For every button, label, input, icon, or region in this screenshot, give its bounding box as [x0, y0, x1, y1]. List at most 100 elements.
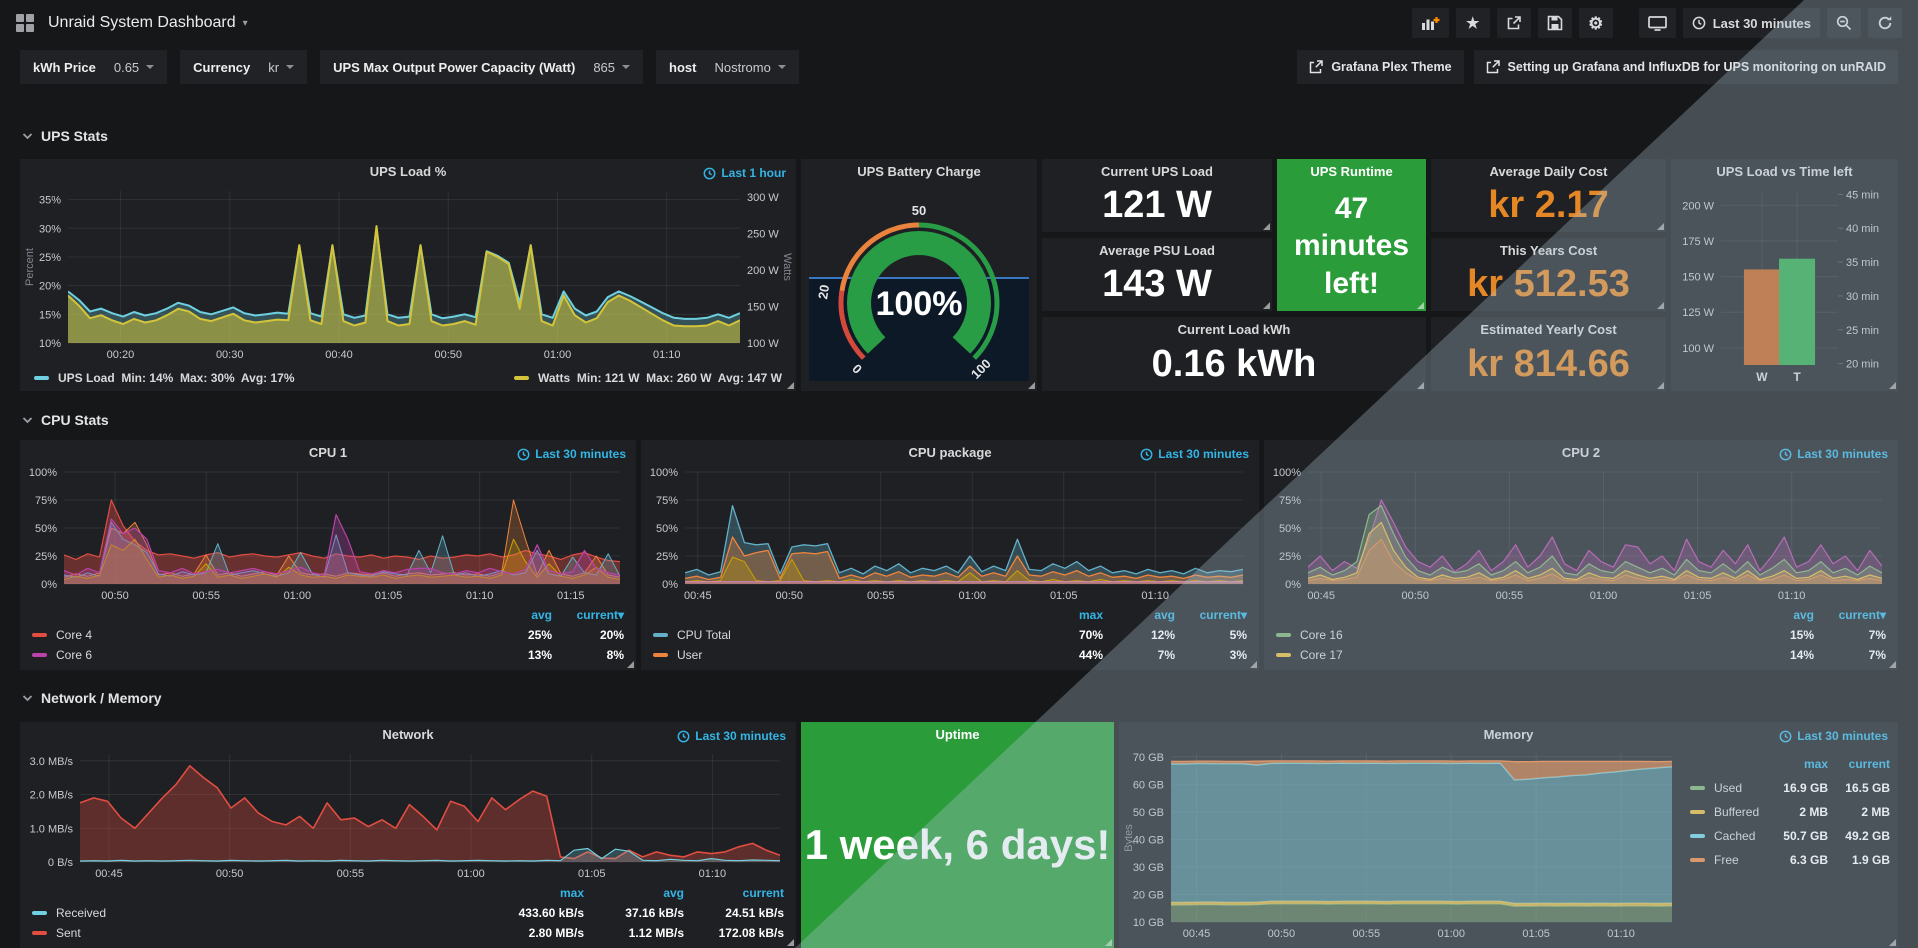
variable-host[interactable]: host Nostromo — [656, 50, 799, 84]
legend-sort-header[interactable]: max — [1803, 757, 1828, 771]
panel-resize-handle[interactable] — [1657, 302, 1664, 309]
panel-resize-handle[interactable] — [1417, 302, 1424, 309]
settings-button[interactable]: ⚙ — [1578, 8, 1613, 38]
chart-legend: max current Used 16.9 GB 16.5 GB Buffered 2 MB… — [1690, 752, 1890, 872]
svg-text:150 W: 150 W — [1682, 272, 1714, 284]
section-cpu-stats[interactable]: CPU Stats — [22, 412, 109, 428]
panel-resize-handle[interactable] — [1889, 382, 1896, 389]
panel-current-ups-load: Current UPS Load 121 W — [1042, 159, 1272, 232]
variable-currency[interactable]: Currency kr — [180, 50, 308, 84]
refresh-button[interactable] — [1868, 8, 1902, 38]
section-ups-stats[interactable]: UPS Stats — [22, 128, 108, 144]
legend-sort-header[interactable]: current▾ — [576, 608, 624, 622]
chevron-down-icon — [22, 417, 33, 424]
chevron-down-icon — [286, 65, 295, 69]
cpu1-chart: 00:50 00:55 01:00 01:05 01:10 01:15 100% 75% 50%… — [22, 464, 634, 604]
time-range-button[interactable]: Last 30 minutes — [1682, 8, 1820, 38]
legend-sort-header[interactable]: max — [1078, 608, 1103, 622]
legend-sort-header[interactable]: avg — [663, 886, 684, 900]
legend-series-toggle[interactable]: Buffered 2 MB 2 MB — [1690, 800, 1890, 824]
panel-title[interactable]: CPU package — [908, 445, 992, 460]
legend-series-toggle[interactable]: Sent 2.80 MB/s 1.12 MB/s 172.08 kB/s — [32, 923, 784, 943]
link-grafana-plex-theme[interactable]: Grafana Plex Theme — [1297, 50, 1464, 84]
panel-title[interactable]: Average PSU Load — [1099, 243, 1215, 258]
svg-text:20 min: 20 min — [1846, 359, 1879, 371]
panel-resize-handle[interactable] — [1657, 382, 1664, 389]
clock-icon — [677, 730, 690, 742]
svg-text:00:55: 00:55 — [192, 590, 220, 602]
panel-title[interactable]: CPU 1 — [308, 445, 348, 460]
panel-resize-handle[interactable] — [1028, 382, 1035, 389]
panel-title[interactable]: Estimated Yearly Cost — [1480, 322, 1617, 337]
panel-title[interactable]: Uptime — [935, 727, 980, 742]
clock-icon — [1692, 16, 1706, 30]
favorite-button[interactable]: ★ — [1455, 8, 1490, 38]
chevron-down-icon: ▾ — [242, 17, 248, 29]
legend-color-marker — [32, 931, 47, 935]
legend-sort-header[interactable]: avg — [1154, 608, 1175, 622]
dashboard-picker-grid-icon[interactable] — [16, 14, 34, 32]
variable-ups-max-output[interactable]: UPS Max Output Power Capacity (Watt) 865 — [320, 50, 644, 84]
panel-resize-handle[interactable] — [1263, 302, 1270, 309]
panel-title[interactable]: Network — [382, 727, 434, 742]
svg-text:10 GB: 10 GB — [1133, 917, 1164, 929]
panel-resize-handle[interactable] — [787, 382, 794, 389]
legend-sort-header[interactable]: current▾ — [1838, 608, 1886, 622]
section-network-memory[interactable]: Network / Memory — [22, 690, 162, 706]
variable-kwh-price[interactable]: kWh Price 0.65 — [20, 50, 168, 84]
panel-title[interactable]: Current UPS Load — [1101, 164, 1213, 179]
legend-sort-header[interactable]: current — [742, 886, 784, 900]
panel-title[interactable]: Average Daily Cost — [1489, 164, 1608, 179]
share-button[interactable] — [1496, 8, 1531, 38]
legend-series-toggle[interactable]: Used 16.9 GB 16.5 GB — [1690, 776, 1890, 800]
panel-title[interactable]: UPS Load vs Time left — [1716, 164, 1853, 179]
legend-series-toggle[interactable]: Core 16 15% 7% — [1276, 625, 1886, 645]
legend-series-toggle[interactable]: User 44% 7% 3% — [653, 645, 1247, 665]
panel-cpu-1: CPU 1 Last 30 minutes 00:50 00:55 01:00 01:… — [20, 440, 636, 670]
panel-resize-handle[interactable] — [627, 661, 634, 668]
legend-series-toggle[interactable]: Core 17 14% 7% — [1276, 645, 1886, 665]
svg-text:01:00: 01:00 — [544, 349, 572, 361]
panel-title[interactable]: UPS Load % — [369, 164, 447, 179]
panel-resize-handle[interactable] — [1105, 939, 1112, 946]
legend-color-marker — [32, 653, 47, 657]
panel-resize-handle[interactable] — [787, 939, 794, 946]
panel-resize-handle[interactable] — [1263, 223, 1270, 230]
legend-series-toggle[interactable]: UPS Load Min: 14% Max: 30% Avg: 17% — [34, 371, 295, 385]
stat-value: 1 week, 6 days! — [804, 821, 1111, 868]
legend-sort-header[interactable]: avg — [531, 608, 552, 622]
dashboard-title[interactable]: Unraid System Dashboard — [48, 14, 236, 31]
cycle-view-button[interactable] — [1638, 8, 1676, 38]
legend-sort-header[interactable]: max — [559, 886, 584, 900]
legend-series-toggle[interactable]: Core 4 25% 20% — [32, 625, 624, 645]
panel-title[interactable]: UPS Battery Charge — [857, 164, 981, 179]
legend-sort-header[interactable]: current — [1848, 757, 1890, 771]
legend-sort-header[interactable]: avg — [1793, 608, 1814, 622]
save-icon — [1547, 15, 1563, 31]
legend-series-toggle[interactable]: Received 433.60 kB/s 37.16 kB/s 24.51 kB/s — [32, 903, 784, 923]
legend-series-toggle[interactable]: CPU Total 70% 12% 5% — [653, 625, 1247, 645]
svg-text:01:05: 01:05 — [1050, 590, 1078, 602]
panel-title[interactable]: This Years Cost — [1499, 243, 1598, 258]
svg-text:100 W: 100 W — [1682, 343, 1714, 355]
panel-resize-handle[interactable] — [1417, 382, 1424, 389]
panel-resize-handle[interactable] — [1250, 661, 1257, 668]
stat-value: kr 512.53 — [1467, 263, 1630, 305]
legend-sort-header[interactable]: current▾ — [1199, 608, 1247, 622]
link-ups-monitoring-guide[interactable]: Setting up Grafana and InfluxDB for UPS … — [1473, 50, 1898, 84]
zoom-out-button[interactable] — [1827, 8, 1861, 38]
panel-title[interactable]: Memory — [1483, 727, 1534, 742]
svg-text:00:40: 00:40 — [325, 349, 353, 361]
panel-resize-handle[interactable] — [1889, 661, 1896, 668]
legend-series-toggle[interactable]: Watts Min: 121 W Max: 260 W Avg: 147 W — [513, 371, 782, 385]
panel-title[interactable]: CPU 2 — [1561, 445, 1601, 460]
legend-series-toggle[interactable]: Core 6 13% 8% — [32, 645, 624, 665]
panel-resize-handle[interactable] — [1889, 939, 1896, 946]
panel-resize-handle[interactable] — [1657, 223, 1664, 230]
panel-title[interactable]: Current Load kWh — [1177, 322, 1291, 337]
add-panel-button[interactable] — [1411, 8, 1449, 38]
save-button[interactable] — [1537, 8, 1572, 38]
legend-series-toggle[interactable]: Free 6.3 GB 1.9 GB — [1690, 848, 1890, 872]
panel-title[interactable]: UPS Runtime — [1310, 164, 1393, 179]
legend-series-toggle[interactable]: Cached 50.7 GB 49.2 GB — [1690, 824, 1890, 848]
